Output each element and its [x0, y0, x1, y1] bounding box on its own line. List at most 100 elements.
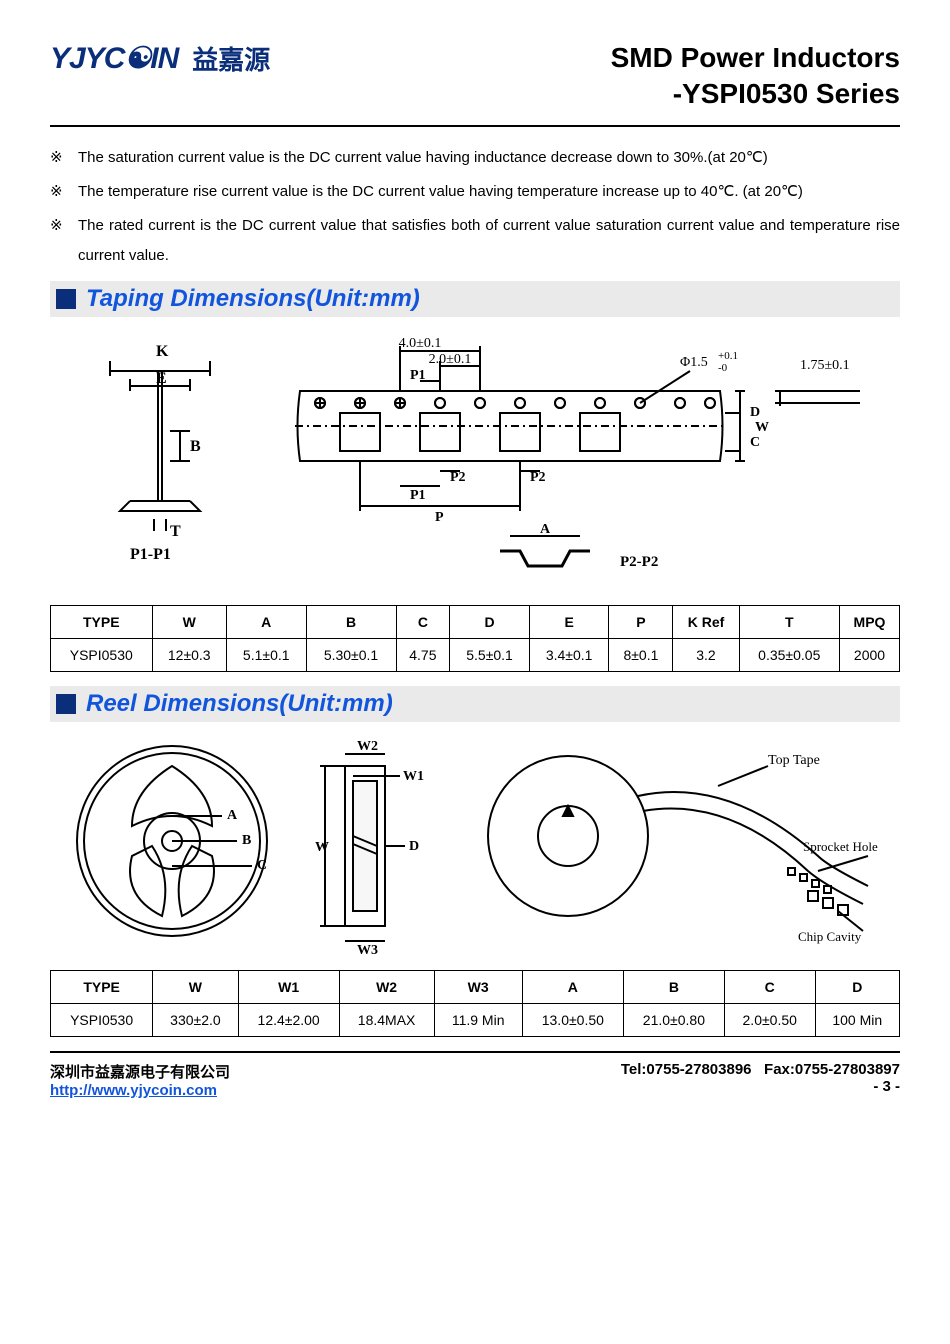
col-h: W2	[339, 970, 434, 1003]
label-W3: W3	[357, 943, 378, 956]
section-title: Reel Dimensions(Unit:mm)	[86, 690, 393, 718]
note-text: The temperature rise current value is th…	[78, 177, 900, 207]
footer-fax: Fax:0755-27803897	[764, 1061, 900, 1078]
footer-url-link[interactable]: http://www.yjycoin.com	[50, 1082, 217, 1099]
taping-tape-svg: 4.0±0.1 2.0±0.1 P1 P2 P2 P1 P Φ1.5 +0.1 …	[280, 331, 880, 591]
note-item: ※ The temperature rise current value is …	[50, 177, 900, 207]
label-B: B	[242, 833, 251, 848]
page-footer: 深圳市益嘉源电子有限公司 http://www.yjycoin.com Tel:…	[50, 1051, 900, 1099]
col-h: B	[306, 605, 396, 638]
cell: 5.5±0.1	[450, 638, 530, 671]
label-P: P	[435, 510, 444, 525]
cell: 2.0±0.50	[724, 1003, 815, 1036]
cell: YSPI0530	[51, 1003, 153, 1036]
cell: 11.9 Min	[434, 1003, 522, 1036]
label-T: T	[170, 523, 181, 540]
note-mark: ※	[50, 143, 78, 173]
taping-diagrams: K E B T P1-P1	[50, 331, 900, 591]
footer-page: - 3 -	[621, 1078, 900, 1095]
dim-phi: Φ1.5	[680, 355, 708, 370]
cell: 8±0.1	[609, 638, 673, 671]
reel-tape-svg: Top Tape Sprocket Hole Chip Cavity	[468, 736, 888, 946]
dim-p-top: 4.0±0.1	[399, 336, 442, 351]
col-h: E	[529, 605, 609, 638]
logo-cn: 益嘉源	[192, 40, 270, 77]
note-mark: ※	[50, 177, 78, 207]
section-heading-taping: Taping Dimensions(Unit:mm)	[50, 281, 900, 317]
col-h: A	[522, 970, 623, 1003]
label-P2b: P2	[530, 470, 546, 485]
square-icon	[56, 289, 76, 309]
title-block: SMD Power Inductors -YSPI0530 Series	[611, 40, 900, 113]
section-heading-reel: Reel Dimensions(Unit:mm)	[50, 686, 900, 722]
table-row: YSPI0530 330±2.0 12.4±2.00 18.4MAX 11.9 …	[51, 1003, 900, 1036]
section-title: Taping Dimensions(Unit:mm)	[86, 285, 420, 313]
cell: 330±2.0	[153, 1003, 238, 1036]
footer-tel: Tel:0755-27803896	[621, 1061, 752, 1078]
label-P1b: P1	[410, 488, 426, 503]
label-B: B	[190, 438, 201, 455]
square-icon	[56, 694, 76, 714]
note-text: The saturation current value is the DC c…	[78, 143, 900, 173]
cell: 12±0.3	[152, 638, 226, 671]
label-W: W	[315, 840, 329, 855]
label-P2a: P2	[450, 470, 466, 485]
table-header-row: TYPE W A B C D E P K Ref T MPQ	[51, 605, 900, 638]
note-item: ※ The rated current is the DC current va…	[50, 211, 900, 271]
table-row: YSPI0530 12±0.3 5.1±0.1 5.30±0.1 4.75 5.…	[51, 638, 900, 671]
cell: 13.0±0.50	[522, 1003, 623, 1036]
label-D: D	[409, 839, 419, 854]
label-A: A	[540, 522, 551, 537]
col-h: MPQ	[839, 605, 899, 638]
col-h: T	[739, 605, 839, 638]
label-chip: Chip Cavity	[798, 929, 862, 944]
taping-table: TYPE W A B C D E P K Ref T MPQ YSPI0530 …	[50, 605, 900, 672]
logo: YJYC☯IN 益嘉源	[50, 40, 270, 77]
label-A: A	[227, 808, 238, 823]
label-K: K	[156, 343, 169, 360]
cell: 100 Min	[815, 1003, 899, 1036]
col-h: W	[153, 970, 238, 1003]
cell: 21.0±0.80	[623, 1003, 724, 1036]
col-h: TYPE	[51, 605, 153, 638]
col-h: TYPE	[51, 970, 153, 1003]
label-P1P1: P1-P1	[130, 546, 171, 561]
title-line-1: SMD Power Inductors	[611, 40, 900, 76]
footer-company: 深圳市益嘉源电子有限公司	[50, 1061, 230, 1082]
col-h: K Ref	[673, 605, 739, 638]
table-header-row: TYPE W W1 W2 W3 A B C D	[51, 970, 900, 1003]
note-mark: ※	[50, 211, 78, 271]
col-h: W	[152, 605, 226, 638]
reel-side-svg: W W2 W1 D W3	[305, 736, 445, 956]
label-W2: W2	[357, 739, 378, 754]
dim-right: 1.75±0.1	[800, 358, 850, 373]
page-header: YJYC☯IN 益嘉源 SMD Power Inductors -YSPI053…	[50, 40, 900, 127]
note-item: ※ The saturation current value is the DC…	[50, 143, 900, 173]
note-text: The rated current is the DC current valu…	[78, 211, 900, 271]
cell: 3.2	[673, 638, 739, 671]
dim-phi-tol2: -0	[718, 362, 728, 374]
taping-cross-section-svg: K E B T P1-P1	[70, 331, 240, 561]
col-h: C	[396, 605, 450, 638]
col-h: C	[724, 970, 815, 1003]
title-line-2: -YSPI0530 Series	[611, 76, 900, 112]
label-sprocket: Sprocket Hole	[803, 839, 878, 854]
cell: 5.1±0.1	[226, 638, 306, 671]
col-h: D	[450, 605, 530, 638]
label-C: C	[257, 858, 267, 873]
cell: 5.30±0.1	[306, 638, 396, 671]
label-W: W	[755, 420, 769, 435]
reel-front-svg: A B C	[62, 736, 282, 946]
footer-right: Tel:0755-27803896 Fax:0755-27803897 - 3 …	[621, 1061, 900, 1099]
label-D: D	[750, 405, 760, 420]
cell: 0.35±0.05	[739, 638, 839, 671]
dim-phi-tol1: +0.1	[718, 350, 738, 362]
col-h: B	[623, 970, 724, 1003]
col-h: P	[609, 605, 673, 638]
cell: 3.4±0.1	[529, 638, 609, 671]
label-P1a: P1	[410, 368, 426, 383]
notes-list: ※ The saturation current value is the DC…	[50, 143, 900, 271]
cell: 12.4±2.00	[238, 1003, 339, 1036]
cell: YSPI0530	[51, 638, 153, 671]
cell: 4.75	[396, 638, 450, 671]
